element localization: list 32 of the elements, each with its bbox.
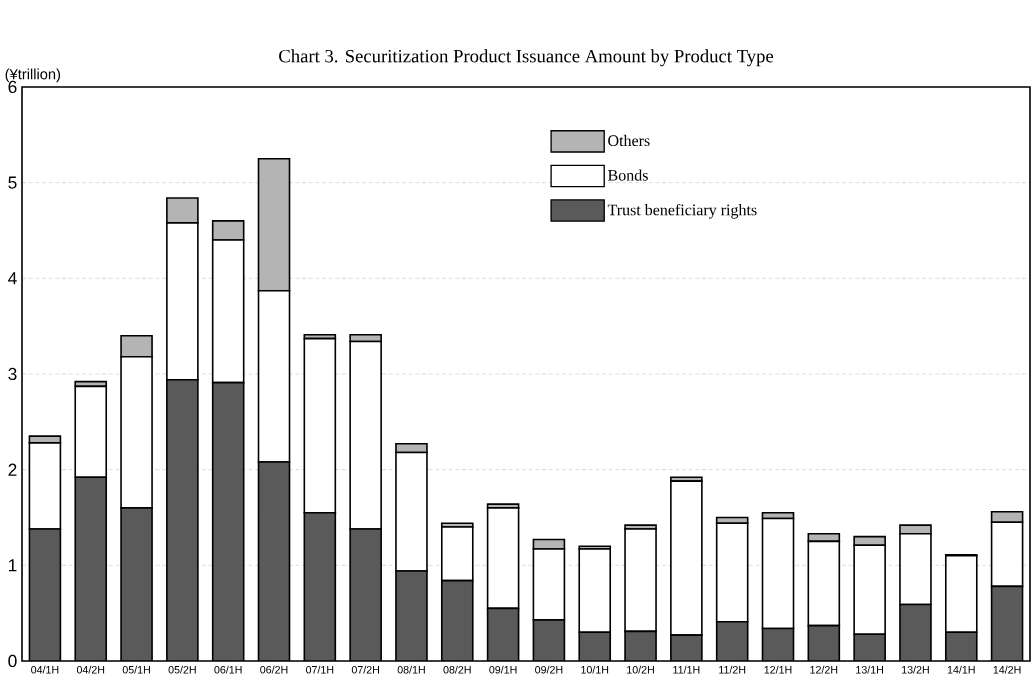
- y-tick-label: 1: [8, 559, 17, 572]
- y-tick-label: 5: [8, 176, 17, 189]
- x-tick-label: 14/2H: [993, 665, 1021, 674]
- x-tick-label: 13/1H: [856, 665, 883, 674]
- x-tick-label: 10/2H: [627, 665, 654, 674]
- x-tick-label: 05/2H: [168, 665, 196, 674]
- x-tick-label: 09/1H: [489, 665, 517, 674]
- x-tick-label: 05/1H: [122, 665, 150, 674]
- x-tick-label: 09/2H: [535, 665, 563, 674]
- y-tick-label: 2: [8, 463, 17, 476]
- y-tick-label: 0: [8, 654, 17, 668]
- legend-label: Others: [608, 134, 650, 147]
- legend-label: Trust beneficiary rights: [607, 203, 757, 219]
- x-tick-label: 11/2H: [719, 665, 746, 674]
- x-tick-label: 07/2H: [351, 665, 380, 674]
- x-tick-label: 12/2H: [810, 665, 838, 674]
- x-tick-label: 11/1H: [673, 665, 700, 674]
- x-tick-label: 04/2H: [76, 665, 105, 674]
- x-tick-label: 10/1H: [581, 665, 609, 674]
- x-tick-label: 07/1H: [306, 665, 334, 674]
- chart-title: Chart 3. Securitization Product Issuance Amount by Product Type: [279, 49, 774, 67]
- legend-label: Bonds: [608, 169, 648, 181]
- x-tick-label: 14/1H: [947, 665, 975, 674]
- y-tick-label: 3: [8, 367, 17, 381]
- x-tick-label: 08/2H: [443, 665, 471, 674]
- x-tick-label: 06/1H: [214, 665, 242, 674]
- x-tick-label: 04/1H: [31, 665, 59, 674]
- x-tick-label: 13/2H: [902, 665, 929, 674]
- x-tick-label: 06/2H: [260, 665, 288, 674]
- y-tick-label: 4: [8, 272, 17, 285]
- x-tick-label: 12/1H: [764, 665, 792, 674]
- x-tick-label: 08/1H: [397, 665, 425, 674]
